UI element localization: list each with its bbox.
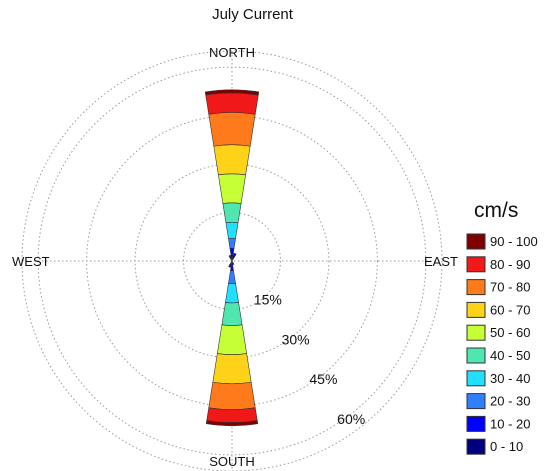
legend-swatch-2	[466, 279, 486, 296]
legend-swatch-6	[466, 370, 486, 387]
legend-swatch-1	[466, 256, 486, 273]
petal-n-bin-5	[218, 173, 246, 204]
speed-legend: 90 - 100 80 - 90 70 - 80 60 - 70 50 - 60 40 -…	[466, 233, 538, 455]
direction-label-west: WEST	[12, 254, 50, 269]
radial-tick-label-30: 30%	[282, 331, 310, 347]
legend-label-6: 30 - 40	[490, 371, 530, 386]
direction-label-north: NORTH	[209, 45, 255, 60]
legend-swatch-4	[466, 324, 486, 341]
legend-label-7: 20 - 30	[490, 394, 530, 409]
petal-s-bin-4	[221, 302, 243, 326]
labels-layer: NORTH SOUTH WEST EAST 15% 30% 45% 60%	[12, 45, 458, 469]
legend-label-8: 10 - 20	[490, 416, 530, 431]
petal-n-bin-4	[222, 202, 242, 224]
legend-swatch-0	[466, 233, 486, 250]
radial-tick-label-45: 45%	[309, 371, 337, 387]
legend-label-9: 0 - 10	[490, 439, 523, 454]
petal-n-bin-9	[204, 89, 260, 96]
petal-s-bin-7	[208, 381, 256, 410]
legend-swatch-3	[466, 301, 486, 318]
legend-label-4: 50 - 60	[490, 325, 530, 340]
chart-title: July Current	[212, 6, 293, 23]
legend-swatch-7	[466, 393, 486, 410]
petal-n-bin-3	[225, 221, 239, 240]
petal-n-bin-7	[208, 112, 256, 147]
petal-s-bin-6	[212, 353, 252, 385]
petal-s-bin-8	[206, 407, 258, 423]
legend-swatch-9	[466, 438, 486, 455]
petal-s-bin-9	[205, 420, 259, 426]
legend-units-title: cm/s	[474, 199, 519, 222]
petal-s-bin-5	[216, 324, 248, 355]
legend-label-3: 60 - 70	[490, 302, 530, 317]
direction-label-east: EAST	[424, 254, 458, 269]
petal-nne-bin-1	[233, 252, 237, 256]
direction-label-south: SOUTH	[209, 454, 255, 469]
petal-nnw-bin-1	[228, 254, 232, 258]
legend-label-5: 40 - 50	[490, 348, 530, 363]
petal-n-bin-8	[205, 92, 259, 115]
petal-ssw-bin-1	[228, 264, 232, 268]
radial-tick-label-60: 60%	[337, 411, 365, 427]
radial-tick-label-15: 15%	[254, 292, 282, 308]
petal-s-bin-2	[228, 270, 236, 284]
legend-label-0: 90 - 100	[490, 234, 538, 249]
legend-label-1: 80 - 90	[490, 257, 530, 272]
petal-n-bin-2	[228, 238, 236, 249]
petal-sse-bin-1	[232, 263, 235, 266]
petal-n-bin-1	[229, 247, 235, 255]
petals-layer	[204, 89, 260, 426]
petal-n-bin-6	[213, 144, 251, 176]
legend-label-2: 70 - 80	[490, 280, 530, 295]
petal-s-bin-3	[225, 282, 239, 304]
legend-swatch-5	[466, 347, 486, 364]
legend-swatch-8	[466, 415, 486, 432]
